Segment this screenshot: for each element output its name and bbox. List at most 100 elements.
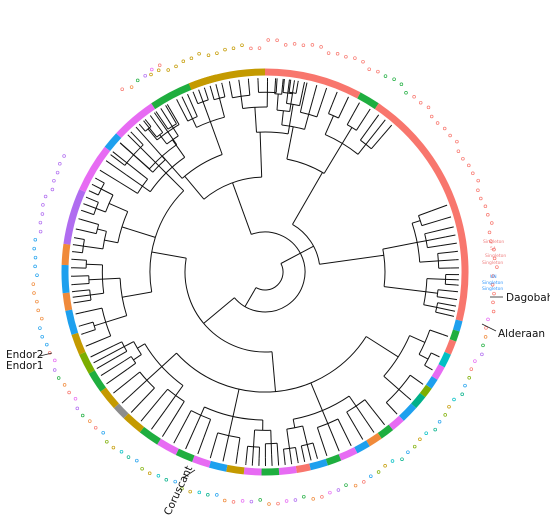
tip-marker xyxy=(426,105,431,110)
tip-marker xyxy=(320,495,324,499)
branch-arc xyxy=(184,258,273,353)
branch-radial xyxy=(78,218,81,220)
tip-marker xyxy=(40,212,45,216)
ring-segment xyxy=(357,92,379,110)
branch-radial xyxy=(91,183,94,186)
branch-radial xyxy=(437,355,440,358)
branch-radial xyxy=(121,392,134,404)
branch-radial xyxy=(437,251,455,254)
branch-radial xyxy=(110,154,113,157)
branch-radial xyxy=(126,174,143,187)
branch-radial xyxy=(235,451,239,464)
branch-arc xyxy=(167,388,185,402)
tip-marker xyxy=(140,466,144,471)
tip-marker xyxy=(56,376,61,380)
branch-radial xyxy=(292,172,323,225)
branch-radial xyxy=(159,134,168,145)
branch-radial xyxy=(424,364,432,370)
tip-marker xyxy=(33,237,38,242)
branch-radial xyxy=(211,432,219,453)
branch-radial xyxy=(328,104,333,114)
branch-arc xyxy=(181,154,223,179)
tip-marker xyxy=(101,430,105,435)
branch-radial xyxy=(93,355,107,364)
branch-radial xyxy=(348,395,357,407)
branch-radial xyxy=(186,410,192,419)
tip-marker xyxy=(32,246,36,251)
branch-radial xyxy=(203,87,206,90)
label-endor1: Endor1 xyxy=(6,360,43,372)
branch-radial xyxy=(88,278,103,281)
branch-radial xyxy=(445,314,455,317)
branch-arc xyxy=(317,418,339,428)
ring-segment xyxy=(79,351,95,374)
tip-marker xyxy=(437,419,442,424)
branch-radial xyxy=(280,245,314,264)
ring-segment xyxy=(338,447,358,461)
branch-radial xyxy=(232,182,252,235)
branch-radial xyxy=(417,240,427,243)
branch-radial xyxy=(281,110,284,126)
tip-marker xyxy=(32,291,36,295)
tip-marker xyxy=(418,100,423,105)
branch-radial xyxy=(253,429,256,447)
branch-radial xyxy=(160,118,169,130)
branch-radial xyxy=(372,409,385,426)
branch-radial xyxy=(221,82,223,85)
tip-marker xyxy=(266,38,270,42)
branch-radial xyxy=(113,341,123,347)
branch-radial xyxy=(448,297,458,301)
branch-radial xyxy=(142,185,151,193)
branch-radial xyxy=(90,191,99,196)
branch-radial xyxy=(310,382,323,411)
ring-segment xyxy=(151,83,192,110)
branch-arc xyxy=(234,231,306,313)
tip-marker xyxy=(257,46,262,50)
branch-radial xyxy=(323,143,343,174)
ring-segment xyxy=(113,403,129,419)
branch-radial xyxy=(140,125,146,132)
tip-marker xyxy=(223,47,227,52)
branch-radial xyxy=(74,251,83,254)
branch-arc xyxy=(105,194,114,213)
tip-marker xyxy=(75,406,80,411)
branch-radial xyxy=(198,89,200,92)
branch-radial xyxy=(282,80,285,93)
branch-radial xyxy=(232,389,240,417)
tip-marker xyxy=(173,479,177,484)
branch-radial xyxy=(237,437,241,452)
branch-radial xyxy=(85,343,93,347)
tip-marker xyxy=(489,239,493,243)
branch-radial xyxy=(167,118,173,127)
branch-radial xyxy=(130,401,142,413)
branch-radial xyxy=(442,334,449,337)
tip-marker xyxy=(361,59,365,64)
tip-marker xyxy=(62,154,66,158)
branch-radial xyxy=(257,80,259,93)
branch-arc xyxy=(436,289,439,297)
tip-marker xyxy=(206,493,210,497)
branch-radial xyxy=(149,115,157,124)
branch-radial xyxy=(398,389,407,397)
branch-radial xyxy=(80,321,94,327)
branch-radial xyxy=(84,329,96,334)
tip-marker xyxy=(467,376,471,380)
branch-radial xyxy=(310,458,312,461)
branch-radial xyxy=(240,96,244,109)
branch-radial xyxy=(209,452,213,459)
ring-segment xyxy=(377,424,394,439)
tip-marker xyxy=(240,43,244,47)
branch-radial xyxy=(437,289,453,292)
tip-marker xyxy=(473,359,477,363)
branch-radial xyxy=(355,427,364,440)
branch-radial xyxy=(275,84,278,93)
branch-arc xyxy=(274,93,282,95)
branch-radial xyxy=(299,95,305,113)
branch-radial xyxy=(146,366,163,381)
branch-radial xyxy=(151,251,187,259)
tip-marker xyxy=(433,427,437,432)
branch-radial xyxy=(166,104,170,108)
branch-radial xyxy=(111,155,126,166)
branch-radial xyxy=(437,296,449,299)
tip-marker xyxy=(376,470,381,474)
